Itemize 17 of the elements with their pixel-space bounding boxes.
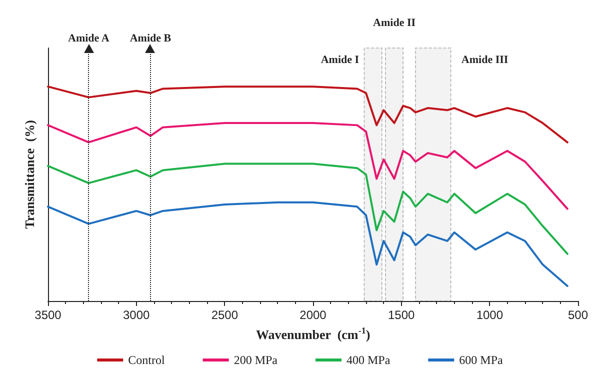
x-tick-label: 2500 [211,308,238,322]
legend-label: 400 MPa [346,353,391,367]
x-tick-label: 1000 [476,308,504,322]
y-axis-title: Transmittance (%) [22,120,37,229]
legend-label: 200 MPa [234,353,278,367]
legend-label: 600 MPa [459,353,504,367]
x-tick-label: 2000 [300,308,327,322]
x-tick-label: 1500 [388,308,416,322]
legend-label: Control [128,353,166,367]
x-tick-label: 500 [568,308,588,322]
ref-line-label: Amide B [130,32,172,44]
x-tick-label: 3500 [34,308,62,322]
x-tick-label: 3000 [122,308,150,322]
ref-line-label: Amide A [68,32,110,44]
band-label: Amide II [373,17,416,30]
band-label: Amide III [461,54,508,66]
band-label: Amide I [320,54,360,66]
